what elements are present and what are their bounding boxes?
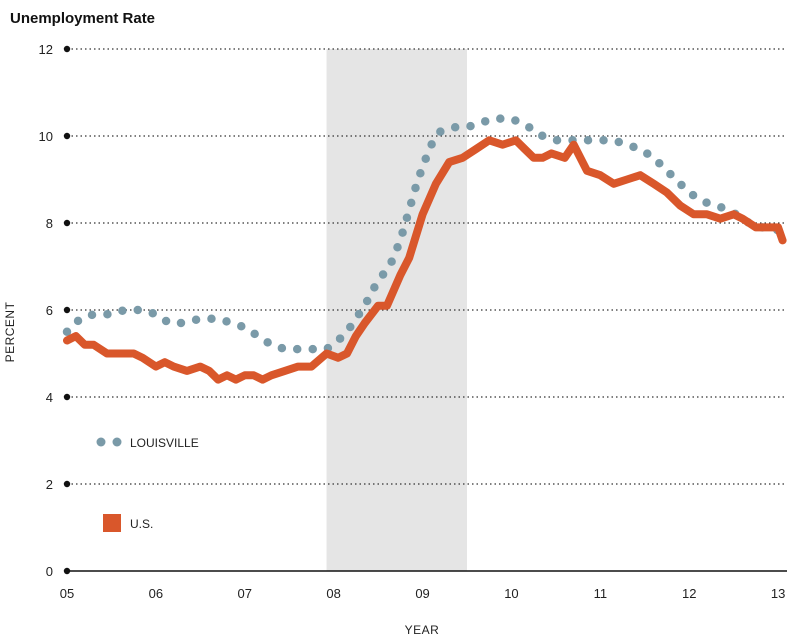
x-tick-label: 13	[771, 586, 785, 601]
y-tick-label: 10	[39, 129, 53, 144]
series-layer	[62, 114, 787, 384]
y-tick-label: 6	[46, 303, 53, 318]
legend: LOUISVILLE U.S.	[96, 436, 199, 532]
x-tick-label: 12	[682, 586, 696, 601]
legend-swatch-louisville	[96, 437, 106, 447]
x-tick-label: 05	[60, 586, 74, 601]
x-axis-label: YEAR	[405, 623, 440, 637]
y-tick-dot	[63, 132, 71, 140]
x-tick-label: 08	[326, 586, 340, 601]
y-tick-dot	[63, 567, 71, 575]
legend-label-us: U.S.	[130, 517, 153, 531]
legend-label-louisville: LOUISVILLE	[130, 436, 199, 450]
y-tick-dot	[63, 480, 71, 488]
x-tick-label: 09	[415, 586, 429, 601]
y-tick-label: 12	[39, 42, 53, 57]
x-axis-ticks: 05 06 07 08 09 10 11 12 13	[60, 586, 786, 601]
series-us-line	[63, 136, 787, 384]
y-tick-dot	[63, 45, 71, 53]
y-axis-label: PERCENT	[3, 301, 17, 362]
y-tick-label: 4	[46, 390, 53, 405]
y-axis-ticks: 0 2 4 6 8 10 12	[39, 42, 71, 579]
x-tick-label: 07	[238, 586, 252, 601]
legend-item-louisville: LOUISVILLE	[96, 436, 199, 450]
y-tick-dot	[63, 306, 71, 314]
x-tick-label: 10	[504, 586, 518, 601]
y-tick-label: 2	[46, 477, 53, 492]
legend-swatch-us	[103, 514, 121, 532]
x-tick-label: 06	[149, 586, 163, 601]
y-tick-label: 8	[46, 216, 53, 231]
chart-title: Unemployment Rate	[10, 10, 155, 27]
y-tick-dot	[63, 219, 71, 227]
legend-swatch-louisville	[112, 437, 122, 447]
grid-lines	[67, 48, 787, 572]
x-tick-label: 11	[594, 586, 608, 601]
legend-item-us: U.S.	[103, 514, 153, 532]
y-tick-dot	[63, 393, 71, 401]
series-louisville-line	[62, 114, 787, 354]
y-tick-label: 0	[46, 564, 53, 579]
